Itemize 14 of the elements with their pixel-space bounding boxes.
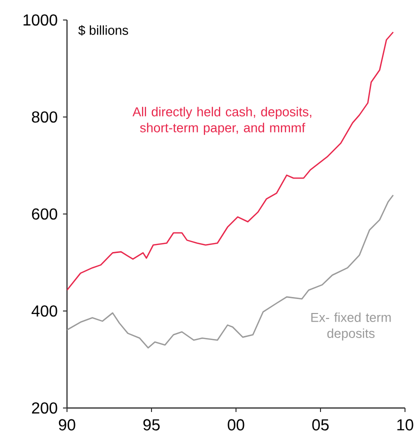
x-tick-label: 90: [58, 419, 76, 430]
x-tick-label: 10: [397, 419, 414, 430]
y-axis-title: $ billions: [78, 25, 128, 36]
x-tick-label: 00: [228, 419, 244, 430]
y-tick-label: 200: [32, 402, 58, 414]
series-label: Ex- fixed term deposits: [311, 312, 391, 341]
y-tick-label: 400: [32, 305, 58, 317]
text: All directly held cash, deposits, short-term paper, and mmmf: [132, 106, 312, 135]
x-tick-label: 95: [143, 419, 160, 430]
y-tick-label: 800: [32, 111, 58, 123]
line-series: [67, 194, 394, 349]
y-tick-label: 1000: [24, 14, 58, 26]
y-tick-label: 600: [32, 208, 58, 220]
x-tick-label: 05: [312, 419, 329, 430]
